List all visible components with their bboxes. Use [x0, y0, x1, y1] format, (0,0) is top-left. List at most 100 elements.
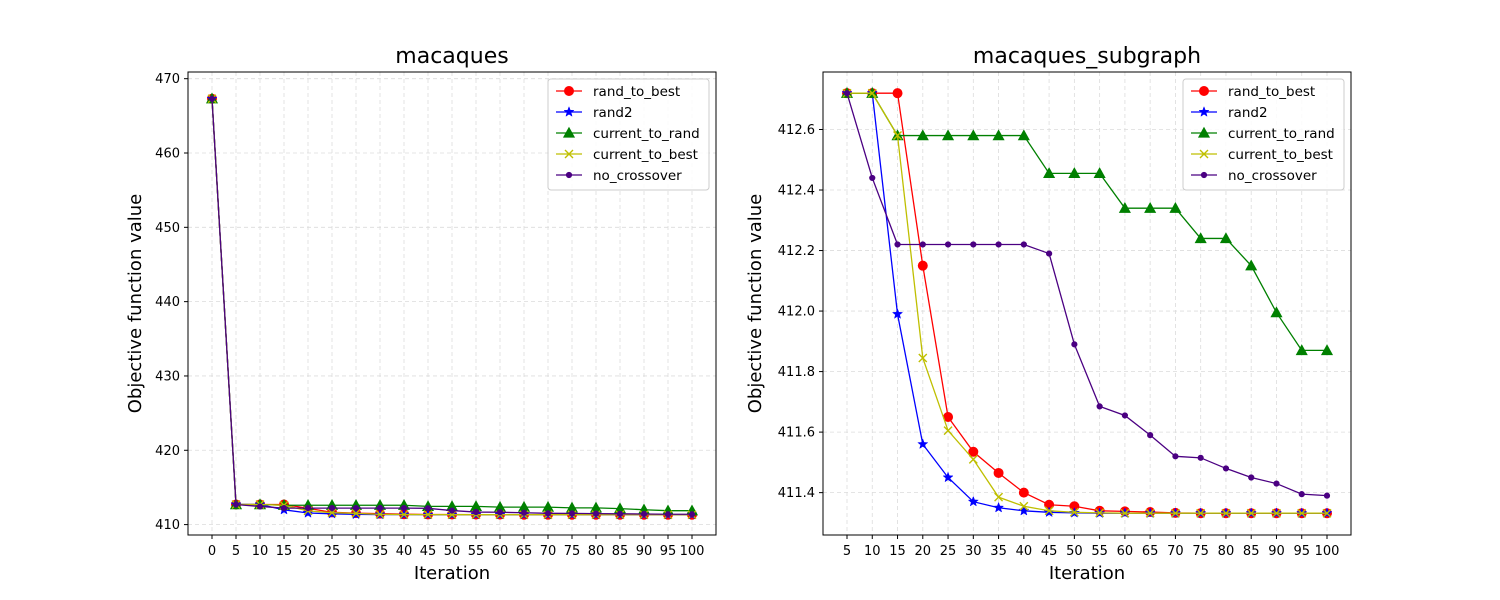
data-point-current_to_best: [423, 510, 433, 520]
legend-label: rand2: [593, 105, 633, 121]
data-point-current_to_best: [1246, 508, 1256, 518]
data-point-current_to_best: [351, 508, 361, 518]
x-tick-label: 55: [468, 544, 485, 559]
legend: rand_to_best rand2 current_to_rand current_…: [1182, 78, 1345, 191]
data-point-current_to_rand: [1169, 201, 1182, 213]
data-point-no_crossover: [1147, 432, 1154, 439]
data-point-no_crossover: [1222, 465, 1230, 472]
data-point-no_crossover: [520, 509, 528, 516]
data-point-current_to_rand: [1270, 306, 1283, 318]
data-point-current_to_best: [994, 492, 1004, 502]
data-point-current_to_best: [867, 88, 877, 98]
data-point-current_to_best: [1044, 506, 1054, 516]
data-point-no_crossover: [1096, 403, 1103, 410]
legend-item-no_crossover: no_crossover: [1191, 168, 1317, 184]
data-point-no_crossover: [472, 508, 480, 516]
legend-item-rand_to_best: rand_to_best: [1191, 84, 1315, 100]
data-point-no_crossover: [1071, 341, 1078, 348]
legend-box: [1182, 78, 1345, 191]
data-point-current_to_best: [1196, 508, 1206, 518]
legend-marker: [562, 126, 576, 138]
legend-item-rand_to_best: rand_to_best: [556, 84, 680, 100]
data-point-no_crossover: [1046, 250, 1053, 257]
data-point-current_to_best: [1170, 508, 1180, 518]
data-point-current_to_rand: [1043, 167, 1056, 179]
x-tick-label: 70: [540, 544, 557, 559]
y-tick-label: 470: [155, 72, 180, 87]
chart-1: 0 5 10 15 20 25 30 35 40 45 50 55 60 65 70 75 80 85 90 95 10…: [125, 44, 717, 584]
chart-title: macaques: [395, 44, 508, 69]
data-point-no_crossover: [664, 511, 672, 518]
legend-marker: [1199, 149, 1209, 159]
x-tick-label: 55: [1091, 544, 1108, 559]
legend-label: rand_to_best: [593, 84, 680, 100]
x-tick-label: 90: [636, 544, 653, 559]
x-tick-label: 70: [1167, 544, 1184, 559]
x-tick-label: 5: [232, 544, 240, 559]
data-point-current_to_best: [327, 508, 337, 518]
data-point-no_crossover: [304, 504, 312, 512]
x-tick-label: 80: [1218, 544, 1235, 559]
data-point-current_to_best: [893, 131, 903, 141]
data-point-no_crossover: [1121, 412, 1128, 419]
data-point-rand2: [917, 438, 929, 449]
x-tick-label: 20: [300, 544, 317, 559]
data-point-current_to_best: [1095, 508, 1105, 518]
x-tick-label: 45: [1041, 544, 1058, 559]
data-point-no_crossover: [995, 241, 1002, 248]
x-tick-label: 35: [990, 544, 1007, 559]
series-current_to_best: [207, 94, 697, 520]
x-tick-label: 30: [965, 544, 982, 559]
data-point-current_to_best: [1271, 508, 1281, 518]
legend-label: current_to_best: [1228, 147, 1333, 163]
data-point-no_crossover: [1273, 480, 1280, 487]
y-tick-label: 412.4: [778, 184, 815, 199]
data-point-rand2: [967, 495, 979, 507]
y-tick-label: 460: [155, 147, 180, 162]
legend-item-current_to_rand: current_to_rand: [556, 126, 700, 142]
x-tick-label: 15: [889, 544, 906, 559]
series-no_crossover: [208, 95, 696, 518]
data-point-current_to_rand: [1245, 259, 1258, 271]
x-tick-label: 95: [1293, 544, 1310, 559]
legend-marker: [1197, 126, 1211, 138]
data-point-no_crossover: [400, 504, 408, 512]
data-point-no_crossover: [1020, 241, 1027, 248]
x-tick-label: 100: [1315, 544, 1340, 559]
x-tick-label: 20: [915, 544, 932, 559]
data-point-current_to_best: [943, 426, 953, 436]
legend-label: no_crossover: [1228, 168, 1317, 184]
data-point-current_to_best: [918, 353, 928, 363]
y-tick-label: 411.4: [778, 486, 815, 501]
series-current_to_rand: [840, 86, 1334, 356]
data-point-no_crossover: [688, 511, 696, 518]
data-point-no_crossover: [944, 241, 952, 248]
x-tick-label: 10: [252, 544, 269, 559]
x-tick-label: 90: [1268, 544, 1285, 559]
data-point-no_crossover: [869, 174, 876, 182]
x-tick-label: 10: [864, 544, 881, 559]
x-tick-label: 5: [843, 544, 851, 559]
x-tick-label: 75: [1192, 544, 1209, 559]
y-tick-label: 420: [155, 444, 180, 459]
data-point-rand_to_best: [993, 467, 1004, 478]
legend-box: [547, 78, 710, 191]
data-point-current_to_rand: [1118, 201, 1131, 213]
legend-marker: [565, 171, 573, 179]
y-tick-label: 412.0: [778, 305, 815, 320]
legend-label: no_crossover: [593, 168, 682, 184]
data-point-current_to_best: [1297, 508, 1307, 518]
data-point-no_crossover: [1248, 474, 1255, 481]
legend-item-rand2: rand2: [1191, 105, 1268, 121]
y-tick-label: 411.8: [778, 365, 815, 380]
x-tick-label: 45: [420, 544, 437, 559]
legend-item-current_to_best: current_to_best: [556, 147, 698, 163]
data-point-current_to_rand: [1093, 167, 1106, 179]
x-tick-label: 0: [208, 544, 216, 559]
data-point-current_to_best: [375, 509, 385, 519]
series-current_to_best: [842, 88, 1332, 518]
data-point-current_to_rand: [916, 129, 929, 141]
data-point-current_to_best: [1019, 501, 1029, 511]
legend-marker: [1198, 106, 1210, 117]
legend: rand_to_best rand2 current_to_rand current_…: [547, 78, 710, 191]
